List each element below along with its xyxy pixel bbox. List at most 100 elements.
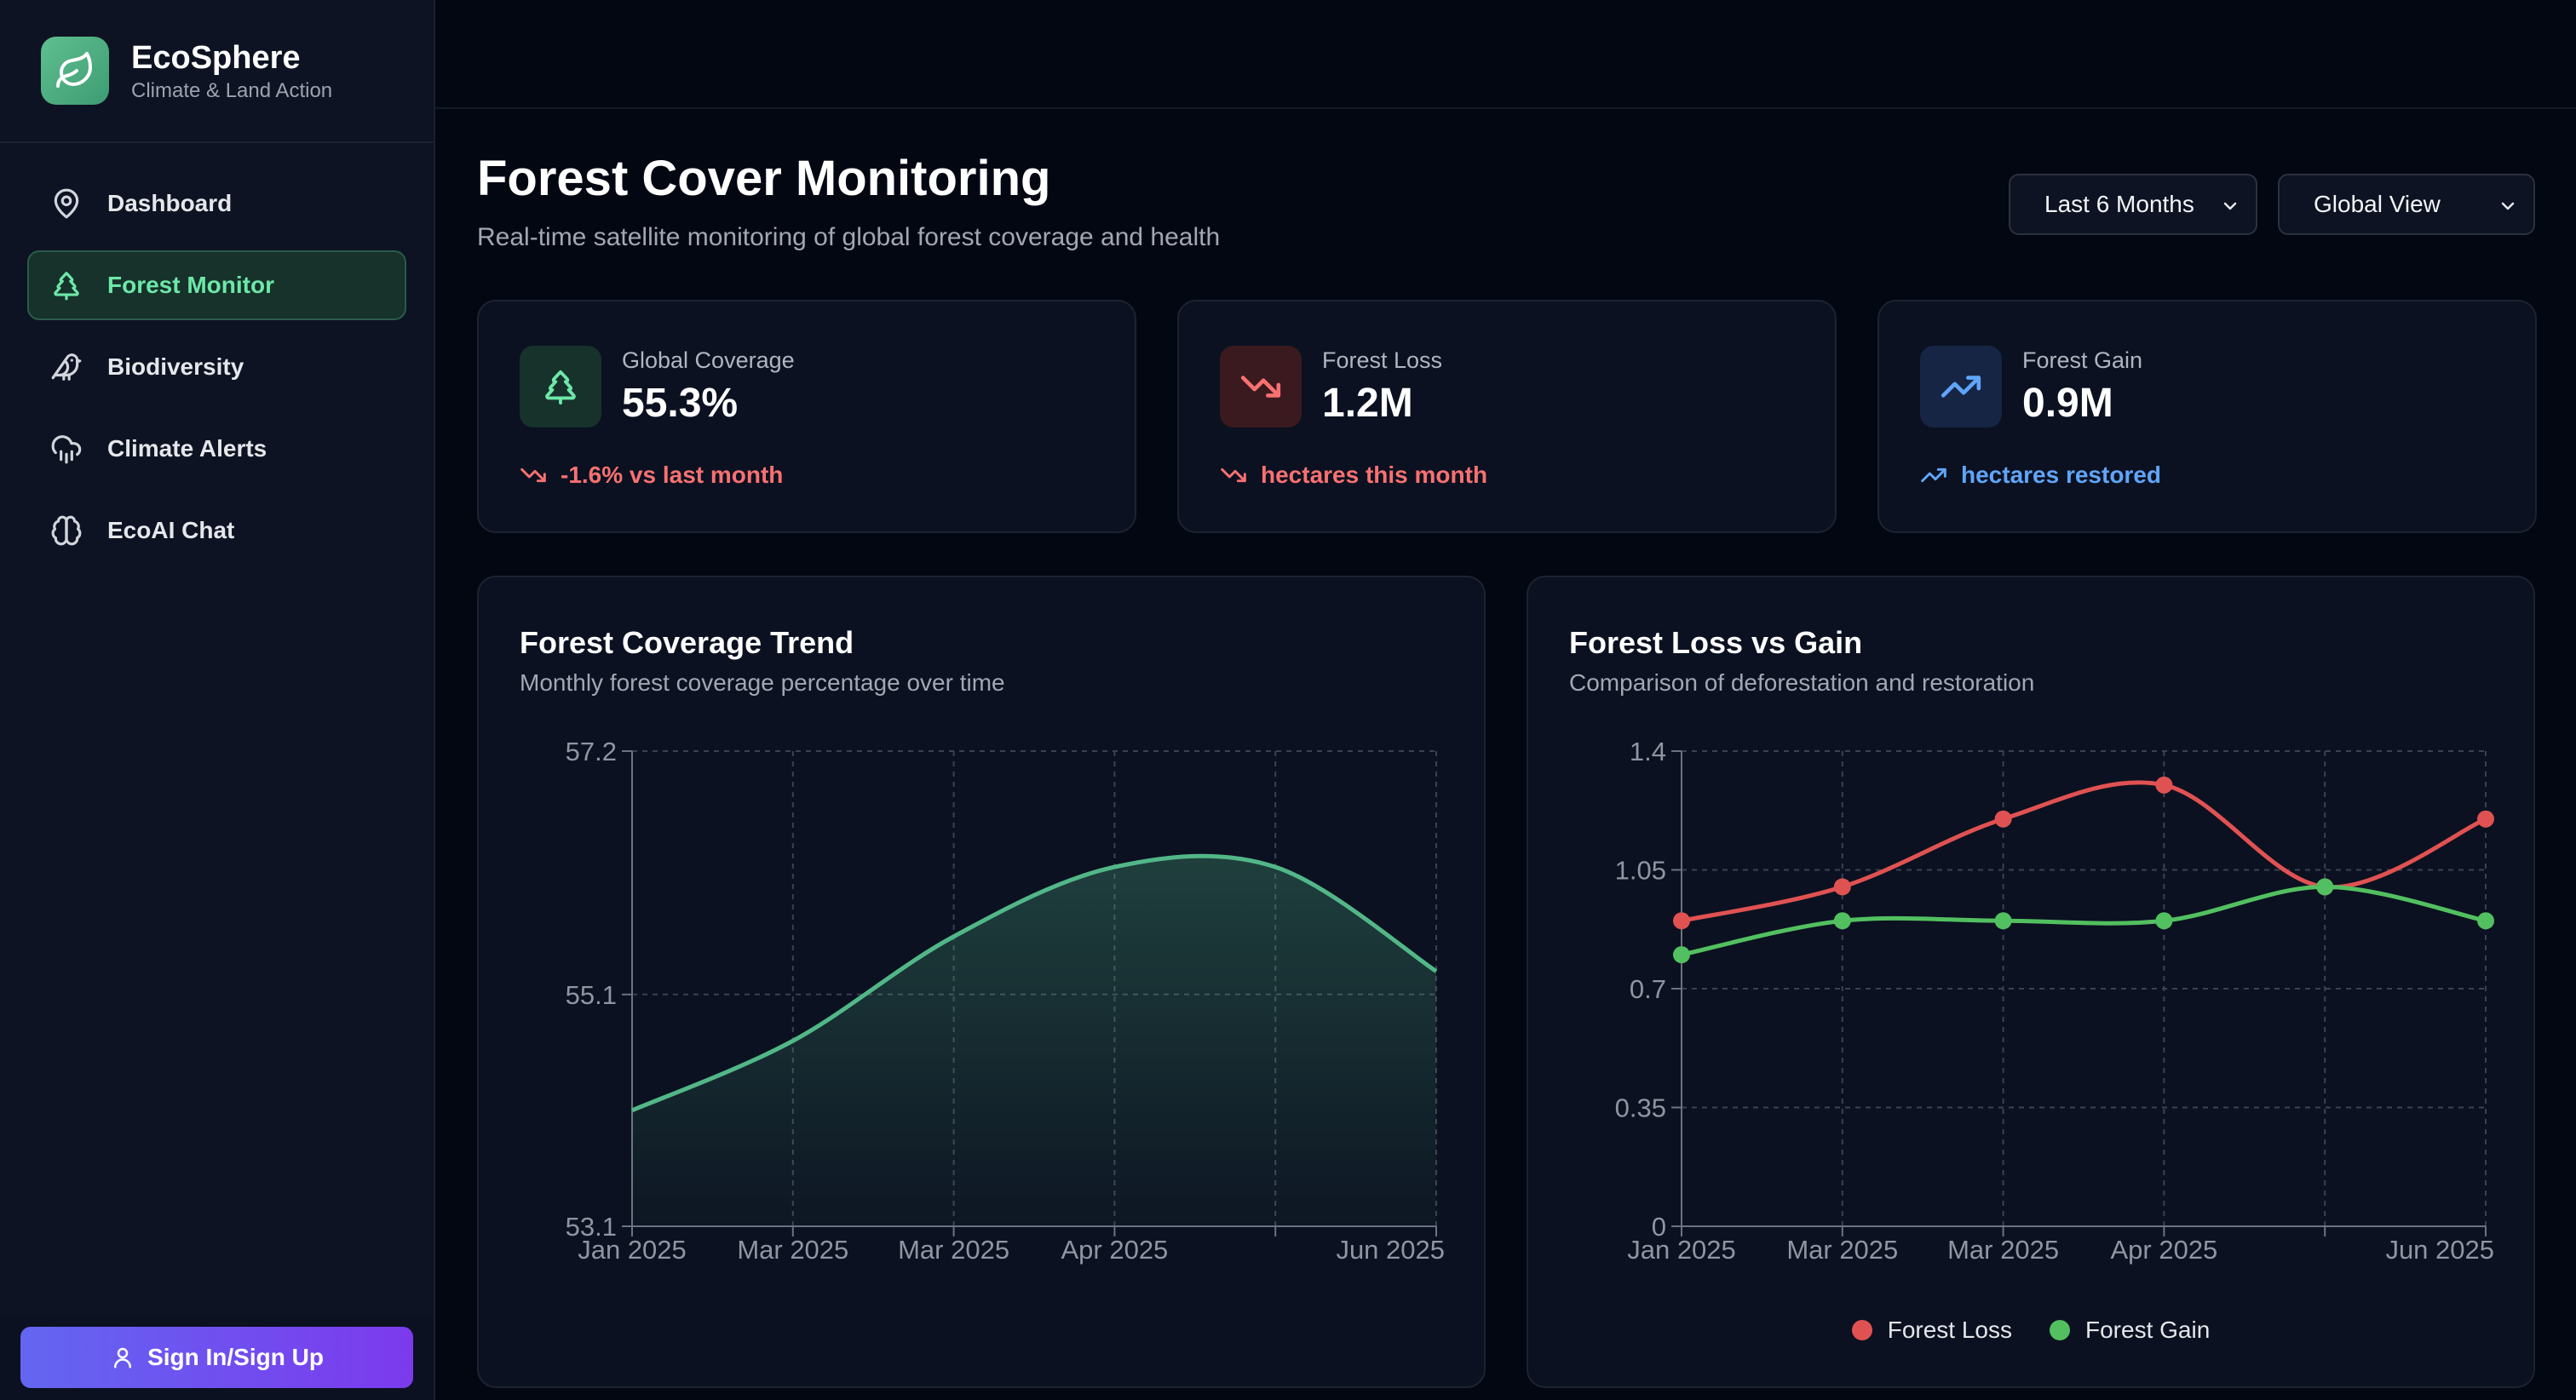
y-tick-label: 1.4 xyxy=(1630,737,1666,766)
cloud-rain-icon xyxy=(49,432,83,466)
y-tick-label: 0 xyxy=(1652,1212,1666,1242)
legend-swatch xyxy=(1851,1320,1872,1340)
user-icon xyxy=(114,1347,132,1368)
stat-label: Forest Loss xyxy=(1322,347,1443,373)
period-select[interactable]: Last 6 Months xyxy=(2009,174,2257,235)
signin-area: Sign In/Sign Up xyxy=(0,1315,434,1400)
chevron-down-icon xyxy=(2501,202,2515,210)
trend-down-icon xyxy=(1220,346,1302,427)
app-name: EcoSphere xyxy=(131,40,301,76)
tree-icon xyxy=(520,346,601,427)
sidebar-item-label: Dashboard xyxy=(107,190,233,216)
data-point xyxy=(2155,912,2173,930)
stat-footer: hectares this month xyxy=(1220,462,1487,489)
x-tick-label: Mar 2025 xyxy=(1947,1235,2059,1265)
x-tick-label: Apr 2025 xyxy=(1061,1235,1168,1265)
trend-down-icon xyxy=(1221,468,1246,483)
page-subtitle: Real-time satellite monitoring of global… xyxy=(477,223,1221,251)
stat-value: 0.9M xyxy=(2022,381,2113,426)
legend-swatch xyxy=(2050,1320,2070,1340)
x-tick-label: Jan 2025 xyxy=(578,1235,687,1265)
app-subtitle: Climate & Land Action xyxy=(131,79,333,102)
sidebar-nav: Dashboard Forest Monitor Biodiversity xyxy=(0,143,434,565)
stat-label: Forest Gain xyxy=(2022,347,2143,373)
data-point xyxy=(2155,776,2173,794)
stat-footer-text: -1.6% vs last month xyxy=(561,462,784,488)
trend-down-icon xyxy=(520,468,546,483)
sidebar-item-forest-monitor[interactable]: Forest Monitor xyxy=(27,250,406,320)
trend-up-icon xyxy=(1921,468,1946,483)
x-tick-label: Mar 2025 xyxy=(737,1235,848,1265)
stat-value: 1.2M xyxy=(1322,381,1413,426)
chart-title: Forest Coverage Trend xyxy=(520,625,854,660)
stat-footer: -1.6% vs last month xyxy=(520,462,783,489)
chart-subtitle: Monthly forest coverage percentage over … xyxy=(520,669,1005,696)
series-line-coverage xyxy=(631,853,1438,1113)
data-point xyxy=(2477,912,2494,930)
y-tick-label: 55.1 xyxy=(566,980,617,1010)
series-line-forest-loss xyxy=(1681,780,2487,923)
stat-footer-text: hectares this month xyxy=(1261,462,1488,488)
chevron-down-icon xyxy=(2223,202,2237,210)
tree-icon xyxy=(49,268,83,302)
legend-item-forest-loss[interactable]: Forest Loss xyxy=(1851,1317,2012,1344)
data-point xyxy=(1673,946,1690,964)
data-point xyxy=(2316,878,2334,896)
coverage-chart: 53.1 55.1 57.2 Jan 2025 Mar 2025 Mar 2025 Apr … xyxy=(566,737,1445,1265)
area-fill xyxy=(632,856,1436,1226)
stat-card-forest-gain: Forest Gain 0.9M hectares restored xyxy=(1877,300,2537,533)
data-point xyxy=(1833,912,1851,930)
chart-legend: Forest Loss Forest Gain xyxy=(1528,1317,2533,1344)
data-point xyxy=(1994,810,2012,828)
stat-footer: hectares restored xyxy=(1920,462,2161,489)
x-tick-label: Mar 2025 xyxy=(898,1235,1009,1265)
bird-icon xyxy=(49,350,83,384)
data-point xyxy=(1833,878,1851,896)
x-tick-label: Mar 2025 xyxy=(1786,1235,1898,1265)
legend-label: Forest Gain xyxy=(2085,1317,2211,1343)
lossgain-chart: 0 0.35 0.7 1.05 1.4 Jan 2025 Mar 2025 Mar 2025 A… xyxy=(1615,737,2494,1265)
stat-card-forest-loss: Forest Loss 1.2M hectares this month xyxy=(1177,300,1837,533)
y-tick-label: 0.7 xyxy=(1630,974,1666,1004)
brain-icon xyxy=(49,514,83,548)
data-point xyxy=(1673,912,1690,930)
x-tick-label: Apr 2025 xyxy=(2110,1235,2217,1265)
sidebar-item-climate-alerts[interactable]: Climate Alerts xyxy=(27,414,406,484)
map-pin-icon xyxy=(49,186,83,221)
x-tick-label: Jun 2025 xyxy=(2385,1235,2494,1265)
legend-item-forest-gain[interactable]: Forest Gain xyxy=(2050,1317,2210,1344)
trend-up-icon xyxy=(1920,346,2002,427)
data-point xyxy=(1994,912,2012,930)
brand: EcoSphere Climate & Land Action xyxy=(0,0,434,143)
sidebar-item-dashboard[interactable]: Dashboard xyxy=(27,169,406,238)
leaf-icon xyxy=(41,37,109,105)
chart-card-coverage: Forest Coverage Trend Monthly forest cov… xyxy=(477,576,1486,1388)
signin-button[interactable]: Sign In/Sign Up xyxy=(20,1327,413,1388)
y-tick-label: 1.05 xyxy=(1615,856,1666,886)
series-line-forest-gain xyxy=(1681,884,2487,957)
chart-subtitle: Comparison of deforestation and restorat… xyxy=(1569,669,2035,696)
y-tick-label: 53.1 xyxy=(566,1212,617,1242)
signin-label: Sign In/Sign Up xyxy=(147,1344,324,1370)
sidebar-item-label: Forest Monitor xyxy=(107,272,274,298)
sidebar: EcoSphere Climate & Land Action Dashboar… xyxy=(0,0,435,1400)
view-select[interactable]: Global View xyxy=(2278,174,2535,235)
sidebar-item-label: EcoAI Chat xyxy=(107,517,235,543)
x-tick-label: Jan 2025 xyxy=(1627,1235,1736,1265)
sidebar-item-label: Climate Alerts xyxy=(107,435,267,462)
chart-card-lossgain: Forest Loss vs Gain Comparison of defore… xyxy=(1527,576,2535,1388)
period-select-value: Last 6 Months xyxy=(2044,191,2194,217)
stat-footer-text: hectares restored xyxy=(1961,462,2162,488)
view-select-value: Global View xyxy=(2314,191,2441,217)
legend-label: Forest Loss xyxy=(1887,1317,2012,1343)
top-bar xyxy=(435,0,2576,109)
y-tick-label: 57.2 xyxy=(566,737,617,766)
sidebar-item-ecoai-chat[interactable]: EcoAI Chat xyxy=(27,496,406,565)
data-point xyxy=(2477,810,2494,828)
stat-value: 55.3% xyxy=(622,381,739,426)
sidebar-item-label: Biodiversity xyxy=(107,353,244,380)
chart-title: Forest Loss vs Gain xyxy=(1569,625,1863,660)
sidebar-item-biodiversity[interactable]: Biodiversity xyxy=(27,332,406,402)
x-tick-label: Jun 2025 xyxy=(1336,1235,1445,1265)
page-title: Forest Cover Monitoring xyxy=(477,151,1051,206)
